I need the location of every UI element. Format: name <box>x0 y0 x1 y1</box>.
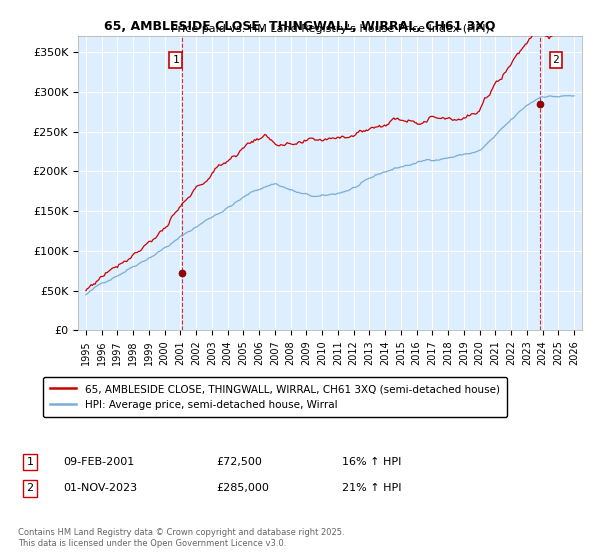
Text: 2: 2 <box>26 483 34 493</box>
Legend: 65, AMBLESIDE CLOSE, THINGWALL, WIRRAL, CH61 3XQ (semi-detached house), HPI: Ave: 65, AMBLESIDE CLOSE, THINGWALL, WIRRAL, … <box>43 377 507 417</box>
Title: Price paid vs. HM Land Registry's House Price Index (HPI): Price paid vs. HM Land Registry's House … <box>170 24 490 34</box>
Text: £72,500: £72,500 <box>216 457 262 467</box>
Text: 65, AMBLESIDE CLOSE, THINGWALL, WIRRAL, CH61 3XQ: 65, AMBLESIDE CLOSE, THINGWALL, WIRRAL, … <box>104 20 496 32</box>
Text: 2: 2 <box>553 55 559 65</box>
Text: £285,000: £285,000 <box>216 483 269 493</box>
Text: 1: 1 <box>172 55 179 65</box>
Text: Contains HM Land Registry data © Crown copyright and database right 2025.
This d: Contains HM Land Registry data © Crown c… <box>18 528 344 548</box>
Text: 16% ↑ HPI: 16% ↑ HPI <box>342 457 401 467</box>
Text: 09-FEB-2001: 09-FEB-2001 <box>63 457 134 467</box>
Text: 01-NOV-2023: 01-NOV-2023 <box>63 483 137 493</box>
Text: 21% ↑ HPI: 21% ↑ HPI <box>342 483 401 493</box>
Text: 1: 1 <box>26 457 34 467</box>
